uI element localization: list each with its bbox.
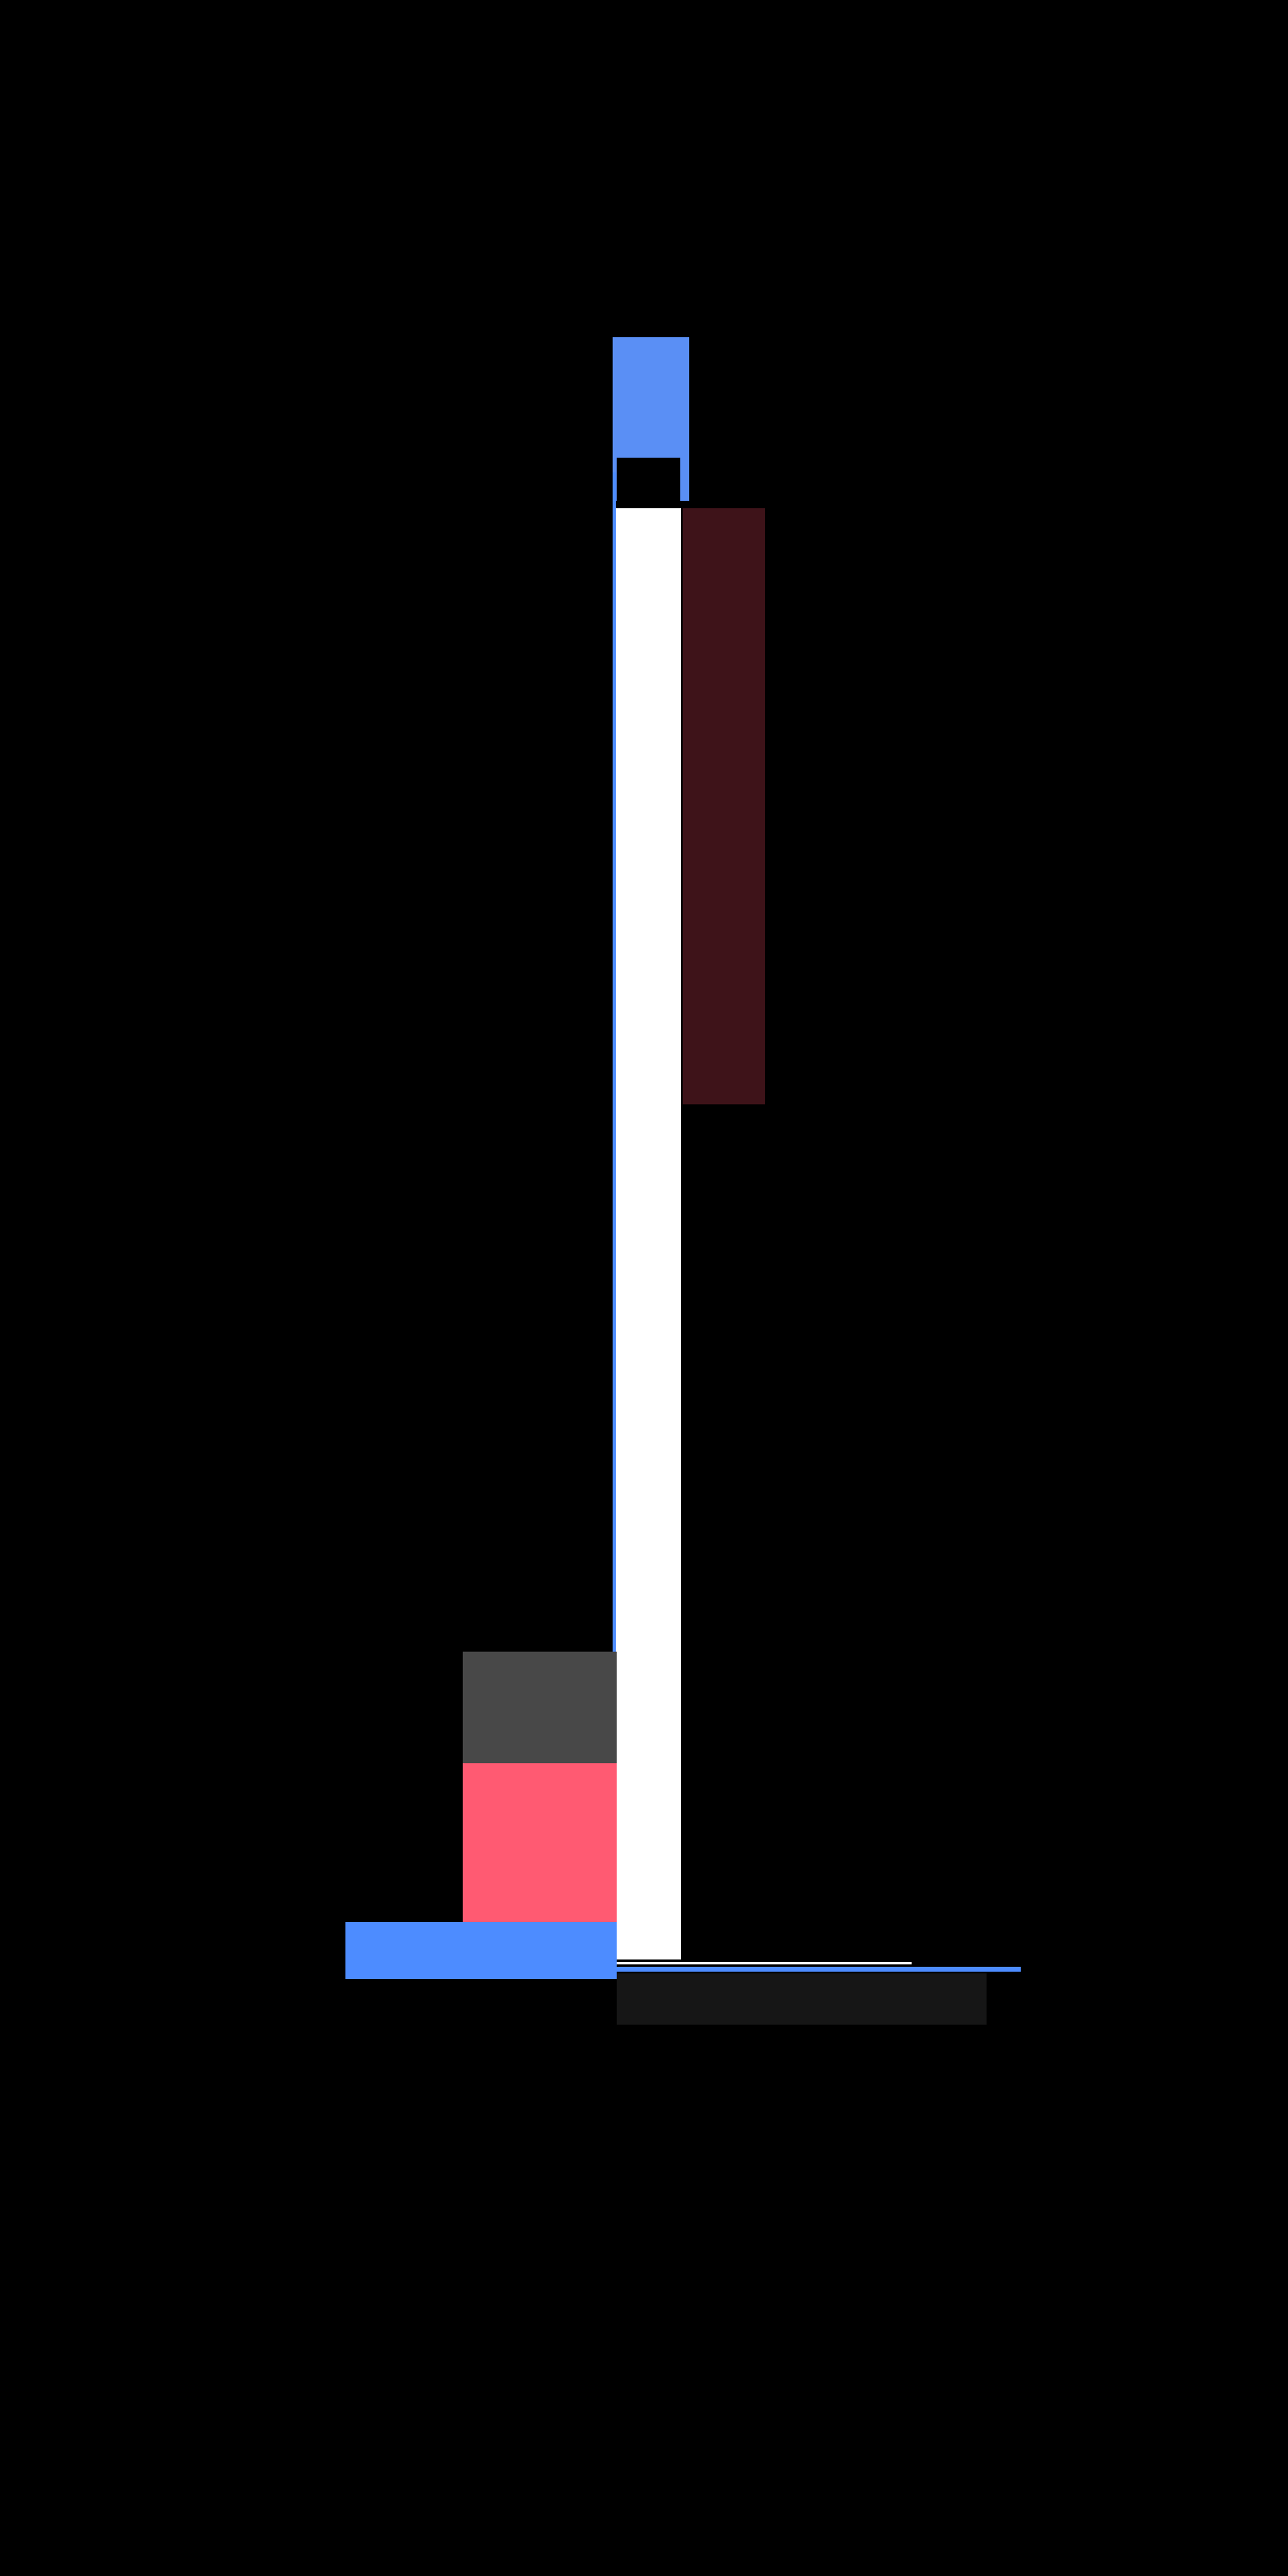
main-column — [616, 508, 681, 1959]
top-tab-notch — [617, 458, 680, 508]
base-blue-line — [617, 1967, 1021, 1972]
blue-block — [345, 1922, 617, 1979]
base-white-line — [617, 1962, 912, 1964]
pink-block — [463, 1763, 617, 1922]
gray-block — [463, 1652, 617, 1763]
side-panel — [683, 508, 765, 1104]
base-dark-bar — [617, 1973, 987, 2025]
base-gap — [617, 1964, 912, 1966]
column-accent-line — [613, 472, 616, 1963]
